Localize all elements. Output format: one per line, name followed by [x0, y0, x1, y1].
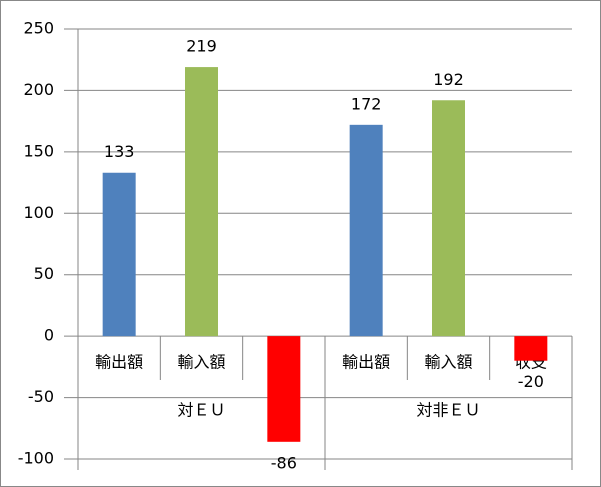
value-label: 219 — [186, 37, 217, 56]
y-tick-label: 250 — [23, 19, 54, 38]
y-tick-label: 150 — [23, 141, 54, 160]
bar — [185, 67, 218, 337]
y-tick-label: 0 — [44, 326, 54, 345]
x-tick-label: 輸出額 — [95, 353, 143, 372]
y-tick-label: -100 — [18, 449, 54, 468]
bar — [349, 124, 383, 337]
value-label: 133 — [104, 142, 135, 161]
y-tick-label: 100 — [23, 203, 54, 222]
value-label: -20 — [518, 372, 544, 391]
y-tick-label: -50 — [28, 387, 54, 406]
value-label: -86 — [271, 453, 297, 472]
group-label: 対非ＥＵ — [416, 401, 480, 420]
value-label: 172 — [351, 94, 382, 113]
y-tick-label: 50 — [34, 264, 54, 283]
value-label: 192 — [433, 70, 464, 89]
x-tick-label: 輸出額 — [342, 353, 390, 372]
x-tick-label: 輸入額 — [177, 353, 225, 372]
x-tick-label: 輸入額 — [424, 353, 472, 372]
bar — [102, 172, 136, 337]
bar — [432, 100, 465, 337]
bar — [267, 336, 301, 442]
bar — [514, 336, 548, 361]
group-label: 対ＥＵ — [177, 401, 225, 420]
y-tick-label: 200 — [23, 80, 54, 99]
